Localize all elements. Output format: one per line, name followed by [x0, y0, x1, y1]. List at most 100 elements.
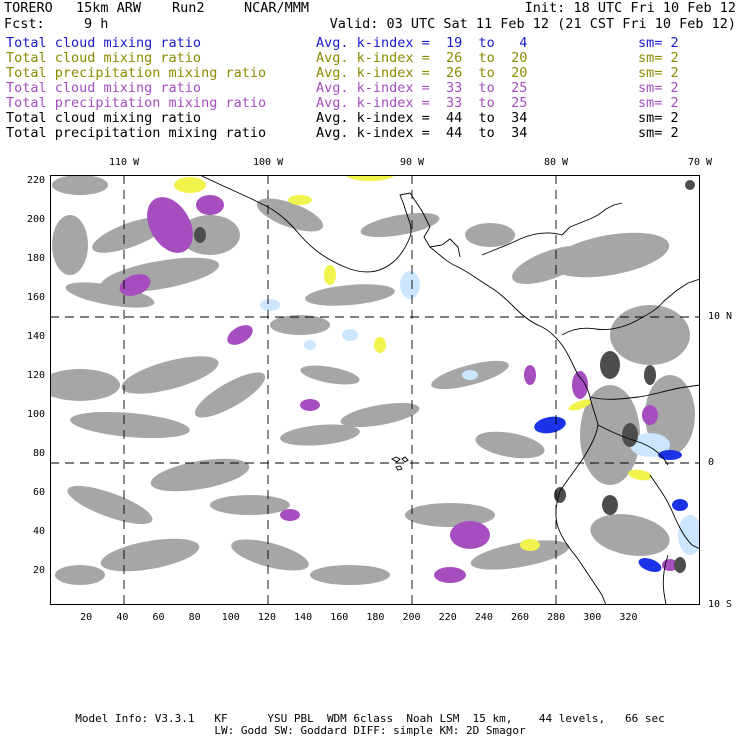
gray-cloud-region — [360, 212, 440, 238]
purple-region — [196, 195, 224, 215]
field-kindex-range: Avg. k-index = 33 to 25 — [316, 95, 528, 111]
coastline-south-america — [555, 374, 607, 606]
purple-region — [524, 365, 536, 385]
longitude-label: 100 W — [253, 157, 284, 168]
forecast-map — [40, 169, 702, 606]
field-label: Total cloud mixing ratio — [6, 80, 202, 96]
gray-cloud-region — [590, 514, 670, 556]
dark-region — [644, 365, 656, 385]
header-fcst-value: 9 h — [84, 16, 109, 32]
galapagos-island-3 — [395, 465, 403, 471]
yellow-region — [520, 539, 540, 551]
yellow-region — [374, 337, 386, 353]
x-tick-label: 100 — [221, 612, 240, 623]
latitude-label: 10 S — [708, 599, 733, 610]
purple-region — [119, 274, 151, 296]
y-tick-label: 180 — [26, 253, 45, 264]
coastline-central-america — [429, 246, 579, 376]
field-label: Total precipitation mixing ratio — [6, 65, 267, 81]
coastline-colombia — [561, 278, 701, 336]
y-tick-label: 220 — [26, 175, 45, 186]
header-resolution: 15km ARW — [76, 0, 142, 16]
field-smoothing: sm= 2 — [638, 95, 679, 111]
longitude-label: 80 W — [543, 157, 569, 168]
gray-cloud-region — [610, 305, 690, 365]
blue-region — [672, 499, 688, 511]
header-fcst-label: Fcst: — [4, 16, 45, 32]
field-label: Total precipitation mixing ratio — [6, 95, 267, 111]
longitude-label: 90 W — [399, 157, 425, 168]
gray-cloud-region — [280, 424, 360, 446]
light-blue-region — [342, 329, 358, 341]
gray-cloud-region — [550, 232, 670, 278]
field-label: Total precipitation mixing ratio — [6, 125, 267, 141]
border-peru-bolivia — [662, 554, 669, 606]
dark-region — [554, 487, 566, 503]
purple-region — [300, 399, 320, 411]
y-tick-label: 80 — [32, 448, 45, 459]
x-tick-label: 320 — [619, 612, 638, 623]
gray-cloud-region — [40, 369, 120, 401]
gray-cloud-region — [180, 215, 240, 255]
gray-cloud-region — [580, 385, 640, 485]
x-tick-label: 260 — [510, 612, 530, 623]
galapagos-island-2 — [401, 456, 409, 463]
field-smoothing: sm= 2 — [638, 35, 679, 51]
y-tick-label: 200 — [26, 214, 45, 225]
purple-region — [450, 521, 490, 549]
map-frame — [50, 175, 700, 605]
purple-region — [280, 509, 300, 521]
field-kindex-range: Avg. k-index = 26 to 20 — [316, 65, 528, 81]
gray-cloud-region — [121, 356, 219, 394]
x-tick-label: 280 — [547, 612, 566, 623]
gray-cloud-region — [55, 565, 105, 585]
light-blue-region — [678, 515, 702, 555]
map-panel — [40, 169, 702, 606]
x-tick-label: 160 — [330, 612, 349, 623]
gray-cloud-region — [465, 223, 515, 247]
gray-cloud-region — [70, 411, 190, 439]
purple-region — [572, 371, 588, 399]
dark-region — [622, 423, 638, 447]
y-tick-label: 140 — [26, 331, 45, 342]
gray-cloud-region — [405, 503, 495, 527]
field-row: Total cloud mixing ratio Avg. k-index = 3… — [6, 80, 734, 96]
gray-cloud-region — [475, 431, 545, 459]
yellow-region — [628, 469, 652, 481]
yellow-region — [174, 177, 206, 193]
blue-region — [534, 416, 566, 434]
latitude-label: 0 — [708, 457, 715, 468]
field-label: Total cloud mixing ratio — [6, 110, 202, 126]
x-tick-label: 80 — [188, 612, 201, 623]
gray-cloud-region — [340, 402, 420, 428]
field-row: Total cloud mixing ratio Avg. k-index = 4… — [6, 110, 734, 126]
field-row: Total precipitation mixing ratio Avg. k-i… — [6, 125, 734, 141]
field-row: Total cloud mixing ratio Avg. k-index = 1… — [6, 35, 734, 51]
yellow-region — [568, 399, 592, 411]
gray-cloud-region — [256, 198, 324, 232]
field-smoothing: sm= 2 — [638, 65, 679, 81]
field-label: Total cloud mixing ratio — [6, 50, 202, 66]
gray-cloud-region — [305, 284, 395, 306]
gray-cloud-region — [231, 539, 309, 571]
header-run: Run2 — [172, 0, 205, 16]
x-tick-label: 180 — [366, 612, 385, 623]
field-kindex-range: Avg. k-index = 33 to 25 — [316, 80, 528, 96]
footer-physics: LW: Godd SW: Goddard DIFF: simple KM: 2D… — [214, 724, 526, 737]
header-init: Init: 18 UTC Fri 10 Feb 12 — [524, 0, 736, 16]
gray-cloud-region — [150, 458, 250, 492]
gray-cloud-region — [194, 372, 266, 418]
galapagos-island-1 — [391, 456, 401, 463]
x-tick-label: 240 — [474, 612, 493, 623]
header-model: TORERO — [4, 0, 53, 16]
header-valid: Valid: 03 UTC Sat 11 Feb 12 (21 CST Fri … — [329, 16, 736, 32]
purple-region — [147, 197, 193, 253]
purple-region — [642, 405, 658, 425]
y-tick-label: 160 — [26, 292, 45, 303]
coastline-caribbean — [481, 202, 623, 256]
x-tick-label: 60 — [152, 612, 165, 623]
x-tick-label: 20 — [80, 612, 93, 623]
footer-model-info: Model Info: V3.3.1 KF YSU PBL WDM 6class… — [75, 712, 665, 725]
gray-cloud-region — [270, 315, 330, 335]
x-tick-label: 120 — [257, 612, 276, 623]
